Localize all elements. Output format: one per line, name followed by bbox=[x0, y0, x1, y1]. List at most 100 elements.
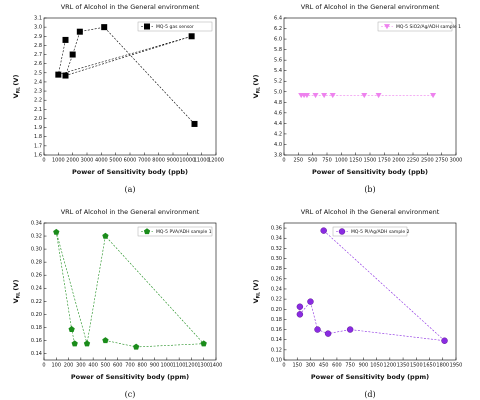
marker bbox=[188, 33, 195, 40]
y-label-unit: (V) bbox=[252, 280, 260, 291]
x-tick-label: 2000 bbox=[392, 158, 405, 164]
y-tick-label: 1.8 bbox=[34, 134, 42, 140]
x-tick-label: 500 bbox=[101, 363, 111, 369]
x-tick-label: 10000 bbox=[179, 158, 195, 164]
chart-title: VRL of Alcohol in the General environmen… bbox=[301, 3, 440, 11]
y-tick-label: 0.16 bbox=[31, 338, 42, 344]
y-tick-label: 0.18 bbox=[31, 325, 42, 331]
y-tick-label: 2.4 bbox=[34, 79, 42, 85]
y-tick-label: 0.24 bbox=[271, 286, 282, 292]
marker bbox=[53, 228, 60, 235]
legend-label: MQ-5 SiO2/Ag/ADH sample 1 bbox=[396, 24, 461, 30]
x-tick-label: 1300 bbox=[197, 363, 210, 369]
x-tick-label: 1500 bbox=[364, 158, 377, 164]
marker bbox=[430, 93, 437, 99]
x-tick-label: 1500 bbox=[410, 363, 423, 369]
x-tick-label: 1750 bbox=[378, 158, 391, 164]
y-tick-label: 6.0 bbox=[274, 37, 282, 43]
marker bbox=[101, 24, 108, 31]
x-tick-label: 1100 bbox=[173, 363, 186, 369]
y-tick-label: 0.26 bbox=[271, 276, 282, 282]
x-tick-label: 9000 bbox=[167, 158, 180, 164]
y-label-main: V bbox=[252, 298, 260, 303]
x-tick-label: 0 bbox=[42, 363, 45, 369]
y-tick-label: 4.6 bbox=[274, 110, 282, 116]
marker bbox=[296, 311, 304, 318]
x-tick-label: 11000 bbox=[194, 158, 210, 164]
marker bbox=[102, 337, 109, 344]
x-tick-label: 200 bbox=[64, 363, 74, 369]
chart-title: VRL of Alcohol in the General environmen… bbox=[61, 208, 200, 216]
legend-label: MQ-5 gas sensor bbox=[156, 24, 194, 30]
x-tick-label: 4000 bbox=[95, 158, 108, 164]
caption: (d) bbox=[364, 390, 375, 399]
x-tick-label: 700 bbox=[125, 363, 135, 369]
y-tick-label: 0.34 bbox=[31, 221, 42, 227]
y-tick-label: 0.32 bbox=[271, 246, 282, 252]
caption: (a) bbox=[124, 185, 135, 194]
y-tick-label: 5.6 bbox=[274, 58, 282, 64]
marker bbox=[307, 298, 314, 305]
y-tick-label: 2.3 bbox=[34, 89, 42, 95]
marker bbox=[71, 340, 78, 347]
y-tick-label: 2.7 bbox=[34, 52, 42, 58]
marker bbox=[303, 93, 310, 99]
marker bbox=[62, 36, 69, 43]
y-tick-label: 2.1 bbox=[34, 107, 42, 113]
x-axis-label: Power of Sensitivity body (ppb) bbox=[312, 168, 428, 176]
x-tick-label: 800 bbox=[138, 363, 148, 369]
marker bbox=[191, 120, 198, 127]
x-tick-label: 2750 bbox=[435, 158, 448, 164]
y-tick-label: 6.4 bbox=[274, 16, 282, 22]
y-label-sub: RL bbox=[255, 292, 261, 298]
panel: VRL of Alcohol in the General environmen… bbox=[12, 208, 222, 399]
marker bbox=[102, 232, 109, 239]
panel: VRL of Alcohol in the General environmen… bbox=[12, 3, 224, 194]
x-tick-label: 8000 bbox=[152, 158, 165, 164]
marker bbox=[62, 72, 69, 79]
x-tick-label: 5000 bbox=[109, 158, 122, 164]
marker bbox=[83, 340, 91, 347]
x-tick-label: 1000 bbox=[335, 158, 348, 164]
y-tick-label: 0.20 bbox=[271, 307, 282, 313]
y-tick-label: 1.7 bbox=[34, 143, 42, 149]
chart-title: VRL of Alcohol ih the General environmen… bbox=[301, 208, 440, 216]
x-tick-label: 1200 bbox=[383, 363, 396, 369]
y-tick-label: 0.26 bbox=[31, 273, 42, 279]
y-tick-label: 0.14 bbox=[31, 351, 42, 357]
marker bbox=[69, 51, 76, 58]
y-label-main: V bbox=[12, 298, 20, 303]
y-tick-label: 2.9 bbox=[34, 34, 42, 40]
y-axis-label: VRL(V) bbox=[252, 280, 261, 304]
y-tick-label: 0.30 bbox=[31, 247, 42, 253]
y-tick-label: 2.2 bbox=[34, 98, 42, 104]
y-tick-label: 0.34 bbox=[271, 236, 282, 242]
marker bbox=[314, 326, 321, 333]
y-tick-label: 0.36 bbox=[271, 226, 282, 232]
y-label-main: V bbox=[252, 93, 260, 98]
y-tick-label: 5.4 bbox=[274, 68, 282, 74]
y-tick-label: 4.8 bbox=[274, 100, 282, 106]
x-tick-label: 6000 bbox=[124, 158, 137, 164]
y-label-unit: (V) bbox=[12, 75, 20, 86]
x-tick-label: 1000 bbox=[52, 158, 65, 164]
y-label-sub: RL bbox=[255, 87, 261, 93]
y-tick-label: 0.28 bbox=[271, 266, 282, 272]
y-tick-label: 3.1 bbox=[34, 16, 42, 22]
x-tick-label: 300 bbox=[306, 363, 316, 369]
y-label-unit: (V) bbox=[12, 280, 20, 291]
y-tick-label: 0.14 bbox=[271, 337, 282, 343]
marker bbox=[55, 71, 62, 78]
x-tick-label: 1200 bbox=[185, 363, 198, 369]
x-tick-label: 500 bbox=[308, 158, 318, 164]
y-tick-label: 5.2 bbox=[274, 79, 282, 85]
marker bbox=[441, 337, 448, 344]
y-tick-label: 4.4 bbox=[274, 121, 282, 127]
legend-marker bbox=[143, 228, 151, 235]
x-tick-label: 1250 bbox=[349, 158, 362, 164]
caption: (c) bbox=[125, 390, 136, 399]
marker bbox=[133, 343, 140, 350]
legend-marker bbox=[144, 23, 150, 30]
plot-frame bbox=[43, 222, 217, 361]
x-tick-label: 150 bbox=[292, 363, 302, 369]
